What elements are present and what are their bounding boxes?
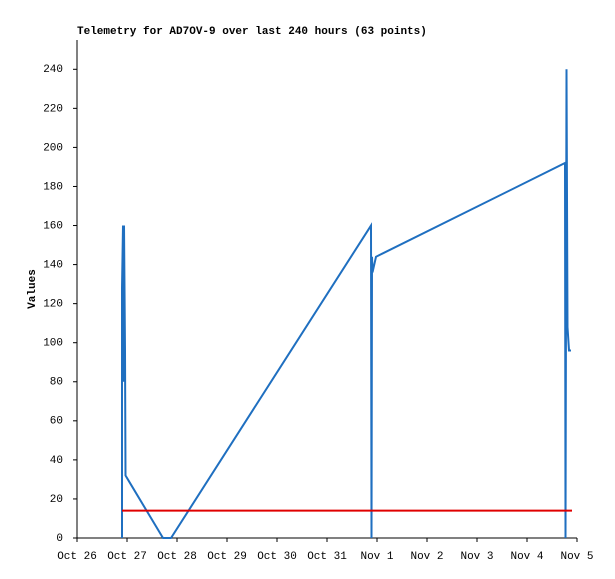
y-tick-label: 180 (43, 181, 63, 193)
y-tick-label: 0 (56, 533, 63, 545)
x-tick-label: Oct 28 (157, 551, 197, 563)
y-tick-label: 140 (43, 259, 63, 271)
x-tick-label: Oct 26 (57, 551, 97, 563)
x-tick-label: Nov 2 (410, 551, 443, 563)
y-tick-label: 160 (43, 220, 63, 232)
y-tick-label: 200 (43, 142, 63, 154)
x-tick-label: Oct 29 (207, 551, 247, 563)
x-tick-label: Nov 4 (510, 551, 543, 563)
y-axis-label: Values (27, 269, 39, 309)
y-tick-label: 20 (50, 494, 63, 506)
y-tick-label: 40 (50, 455, 63, 467)
y-tick-label: 220 (43, 103, 63, 115)
x-tick-label: Nov 5 (560, 551, 593, 563)
x-tick-label: Nov 1 (360, 551, 393, 563)
y-tick-label: 60 (50, 416, 63, 428)
y-tick-label: 100 (43, 338, 63, 350)
x-tick-label: Oct 30 (257, 551, 297, 563)
x-tick-label: Oct 31 (307, 551, 347, 563)
x-tick-label: Oct 27 (107, 551, 147, 563)
line-series (121, 69, 571, 539)
chart-title: Telemetry for AD7OV-9 over last 240 hour… (77, 26, 427, 38)
y-tick-label: 120 (43, 299, 63, 311)
y-tick-label: 240 (43, 64, 63, 76)
y-tick-label: 80 (50, 377, 63, 389)
x-tick-label: Nov 3 (460, 551, 493, 563)
